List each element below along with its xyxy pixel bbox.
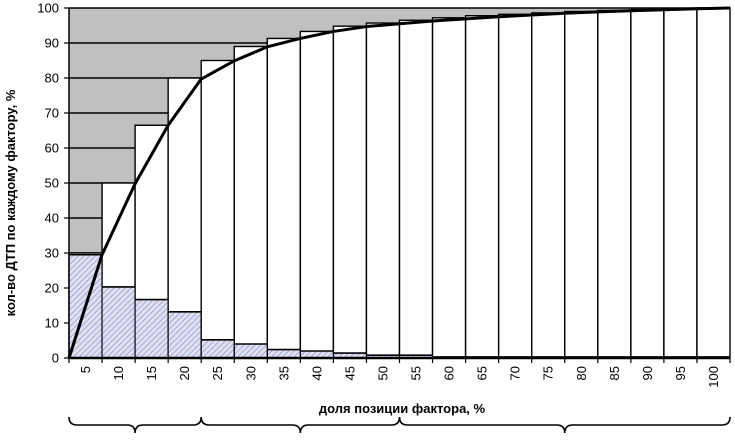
x-tick-label: 10 bbox=[111, 366, 126, 380]
x-tick-label: 75 bbox=[541, 366, 556, 380]
x-tick-label: 35 bbox=[276, 366, 291, 380]
x-tick-label: 20 bbox=[177, 366, 192, 380]
x-tick-label: 80 bbox=[574, 366, 589, 380]
group-braces bbox=[68, 416, 731, 434]
bar-individual bbox=[102, 286, 135, 358]
x-tick-label: 50 bbox=[375, 366, 390, 380]
x-tick-label: 45 bbox=[342, 366, 357, 380]
x-tick-label: 65 bbox=[475, 366, 490, 380]
bar-cumulative bbox=[464, 14, 500, 359]
bar-cumulative bbox=[431, 17, 467, 359]
x-tick-label: 90 bbox=[640, 366, 655, 380]
plot-area bbox=[67, 6, 731, 360]
x-tick-label: 55 bbox=[409, 366, 424, 380]
bar-cumulative bbox=[200, 59, 235, 359]
bar-cumulative bbox=[398, 19, 434, 359]
y-axis-title: кол-во ДТП по каждому фактору, % bbox=[3, 89, 18, 316]
brace bbox=[68, 416, 202, 434]
y-axis: 0 10 20 30 40 50 60 70 80 90 100 bbox=[37, 1, 70, 366]
bar-individual bbox=[201, 339, 234, 358]
x-tick-label: 70 bbox=[508, 366, 523, 380]
y-tick-label: 70 bbox=[45, 106, 59, 121]
bar-individual bbox=[334, 353, 366, 358]
x-tick-label: 60 bbox=[442, 366, 457, 380]
y-tick-label: 30 bbox=[45, 246, 59, 261]
bar-cumulative bbox=[365, 22, 401, 359]
bar-individual bbox=[168, 311, 201, 358]
y-tick-label: 100 bbox=[37, 1, 59, 16]
bar-cumulative bbox=[531, 12, 566, 359]
bar-individual bbox=[400, 355, 432, 358]
bar-cumulative bbox=[266, 37, 302, 359]
y-tick-label: 0 bbox=[52, 351, 59, 366]
x-tick-label: 30 bbox=[243, 366, 258, 380]
brace bbox=[200, 416, 401, 434]
y-tick-label: 80 bbox=[45, 71, 59, 86]
x-tick-label: 5 bbox=[78, 366, 93, 373]
bar-cumulative bbox=[299, 30, 335, 359]
x-tick-label: 85 bbox=[607, 366, 622, 380]
y-tick-label: 20 bbox=[45, 281, 59, 296]
bar-cumulative bbox=[696, 7, 731, 359]
x-tick-label: 25 bbox=[210, 366, 225, 380]
y-tick-label: 10 bbox=[45, 316, 59, 331]
x-tick-label: 100 bbox=[706, 366, 721, 388]
bar-cumulative bbox=[497, 13, 533, 359]
x-tick-label: 15 bbox=[144, 366, 159, 380]
y-tick-label: 90 bbox=[45, 36, 59, 51]
y-tick-label: 60 bbox=[45, 141, 59, 156]
x-tick-label: 95 bbox=[673, 366, 688, 380]
bar-individual bbox=[234, 344, 267, 358]
x-tick-label: 40 bbox=[309, 366, 324, 380]
x-axis: 5 10 15 20 25 30 35 40 45 50 55 60 65 70 75 80 85 90 95 100 bbox=[68, 358, 731, 388]
bar-cumulative bbox=[564, 10, 599, 359]
cumulative-line bbox=[67, 6, 731, 359]
brace bbox=[398, 416, 731, 434]
bar-cumulative bbox=[630, 8, 665, 359]
bar-individual bbox=[367, 355, 399, 358]
bar-individual bbox=[301, 351, 333, 358]
bar-individual bbox=[135, 299, 168, 358]
bar-cumulative bbox=[332, 25, 368, 359]
x-axis-title: доля позиции фактора, % bbox=[319, 401, 486, 416]
bar-cumulative bbox=[663, 7, 698, 359]
bar-individual bbox=[268, 349, 300, 358]
bar-cumulative bbox=[597, 9, 632, 359]
y-tick-label: 50 bbox=[45, 176, 59, 191]
bar-cumulative bbox=[233, 45, 268, 359]
y-tick-label: 40 bbox=[45, 211, 59, 226]
